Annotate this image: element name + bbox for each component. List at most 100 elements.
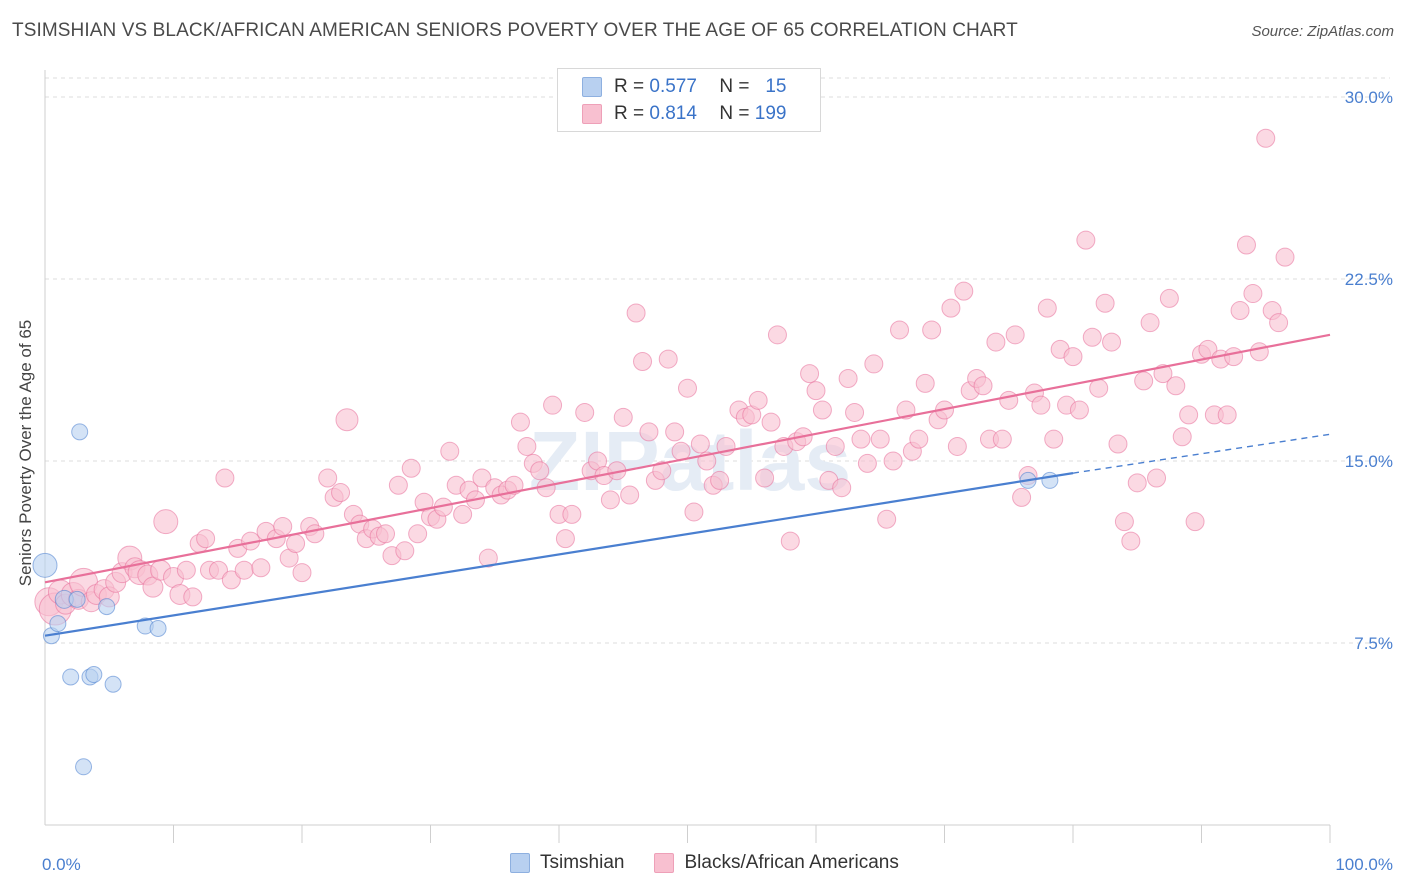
data-point bbox=[1134, 371, 1154, 391]
data-point bbox=[1275, 247, 1295, 267]
data-point bbox=[1037, 298, 1057, 318]
y-tick-label: 30.0% bbox=[1345, 88, 1393, 107]
data-point bbox=[838, 368, 858, 388]
data-point bbox=[1108, 434, 1128, 454]
y-tick-label: 15.0% bbox=[1345, 452, 1393, 471]
stats-legend: R = 0.577 N = 15 R = 0.814 N = 199 bbox=[557, 68, 821, 132]
data-point bbox=[626, 303, 646, 323]
data-point bbox=[857, 453, 877, 473]
data-point bbox=[71, 423, 89, 441]
data-point bbox=[453, 504, 473, 524]
data-point bbox=[883, 451, 903, 471]
data-points bbox=[32, 128, 1295, 776]
data-point bbox=[1185, 512, 1205, 532]
data-point bbox=[690, 434, 710, 454]
x-tick-label: 0.0% bbox=[42, 855, 81, 874]
data-point bbox=[517, 436, 537, 456]
data-point bbox=[510, 412, 530, 432]
data-point bbox=[748, 390, 768, 410]
data-point bbox=[62, 668, 80, 686]
data-point bbox=[1095, 293, 1115, 313]
legend-swatch-blacks bbox=[582, 104, 602, 124]
data-point bbox=[292, 563, 312, 583]
data-point bbox=[1012, 487, 1032, 507]
data-point bbox=[1166, 376, 1186, 396]
data-point bbox=[845, 402, 865, 422]
data-point bbox=[153, 509, 179, 535]
data-point bbox=[183, 587, 203, 607]
legend-r-value: 0.577 bbox=[649, 76, 697, 97]
data-point bbox=[890, 320, 910, 340]
grid-lines bbox=[45, 77, 1390, 644]
data-point bbox=[68, 590, 86, 608]
data-point bbox=[1256, 128, 1276, 148]
data-point bbox=[530, 461, 550, 481]
trend-lines bbox=[44, 333, 1331, 637]
y-tick-label: 7.5% bbox=[1354, 634, 1393, 653]
series-legend-tsimshian: Tsimshian bbox=[510, 852, 624, 874]
data-point bbox=[408, 524, 428, 544]
data-point bbox=[620, 485, 640, 505]
data-point bbox=[909, 429, 929, 449]
data-point bbox=[335, 408, 359, 432]
y-tick-label: 22.5% bbox=[1345, 270, 1393, 289]
data-point bbox=[1172, 427, 1192, 447]
data-point bbox=[1044, 429, 1064, 449]
chart-title: TSIMSHIAN VS BLACK/AFRICAN AMERICAN SENI… bbox=[12, 20, 1018, 41]
data-point bbox=[1005, 325, 1025, 345]
data-point bbox=[633, 352, 653, 372]
legend-row-tsimshian: R = 0.577 N = 15 bbox=[582, 75, 786, 99]
series-swatch-tsimshian bbox=[510, 853, 530, 873]
data-point bbox=[1031, 395, 1051, 415]
data-point bbox=[562, 504, 582, 524]
data-point bbox=[941, 298, 961, 318]
data-point bbox=[1224, 347, 1244, 367]
data-point bbox=[1127, 473, 1147, 493]
data-point bbox=[1140, 313, 1160, 333]
x-tick-labels: 0.0% 100.0% bbox=[42, 855, 1393, 874]
series-swatch-blacks bbox=[654, 853, 675, 873]
data-point bbox=[755, 468, 775, 488]
series-label-blacks: Blacks/African Americans bbox=[684, 852, 899, 873]
data-point bbox=[208, 560, 228, 580]
data-point bbox=[1217, 405, 1237, 425]
data-point bbox=[395, 541, 415, 561]
data-point bbox=[1179, 405, 1199, 425]
data-point bbox=[870, 429, 890, 449]
data-point bbox=[98, 598, 116, 616]
data-point bbox=[1249, 342, 1269, 362]
data-point bbox=[75, 758, 93, 776]
data-point bbox=[1114, 512, 1134, 532]
data-point bbox=[1153, 364, 1173, 384]
legend-r-value: 0.814 bbox=[649, 103, 697, 124]
data-point bbox=[440, 441, 460, 461]
data-point bbox=[999, 390, 1019, 410]
data-point bbox=[825, 436, 845, 456]
data-point bbox=[472, 468, 492, 488]
data-point bbox=[388, 475, 408, 495]
data-point bbox=[832, 478, 852, 498]
data-point bbox=[600, 490, 620, 510]
data-point bbox=[915, 373, 935, 393]
data-point bbox=[478, 548, 498, 568]
data-point bbox=[973, 376, 993, 396]
data-point bbox=[710, 470, 730, 490]
data-point bbox=[305, 524, 325, 544]
data-point bbox=[947, 436, 967, 456]
data-point bbox=[555, 529, 575, 549]
data-point bbox=[613, 407, 633, 427]
data-point bbox=[1089, 378, 1109, 398]
x-tick-label: 100.0% bbox=[1335, 855, 1393, 874]
data-point bbox=[318, 468, 338, 488]
legend-n-label: N = bbox=[719, 76, 750, 97]
data-point bbox=[780, 531, 800, 551]
data-point bbox=[221, 570, 241, 590]
data-point bbox=[954, 281, 974, 301]
legend-n-value: 199 bbox=[754, 103, 787, 124]
source-note: Source: ZipAtlas.com bbox=[1251, 23, 1394, 40]
data-point bbox=[273, 517, 293, 537]
data-point bbox=[85, 666, 103, 684]
data-point bbox=[992, 429, 1012, 449]
data-point bbox=[1069, 400, 1089, 420]
